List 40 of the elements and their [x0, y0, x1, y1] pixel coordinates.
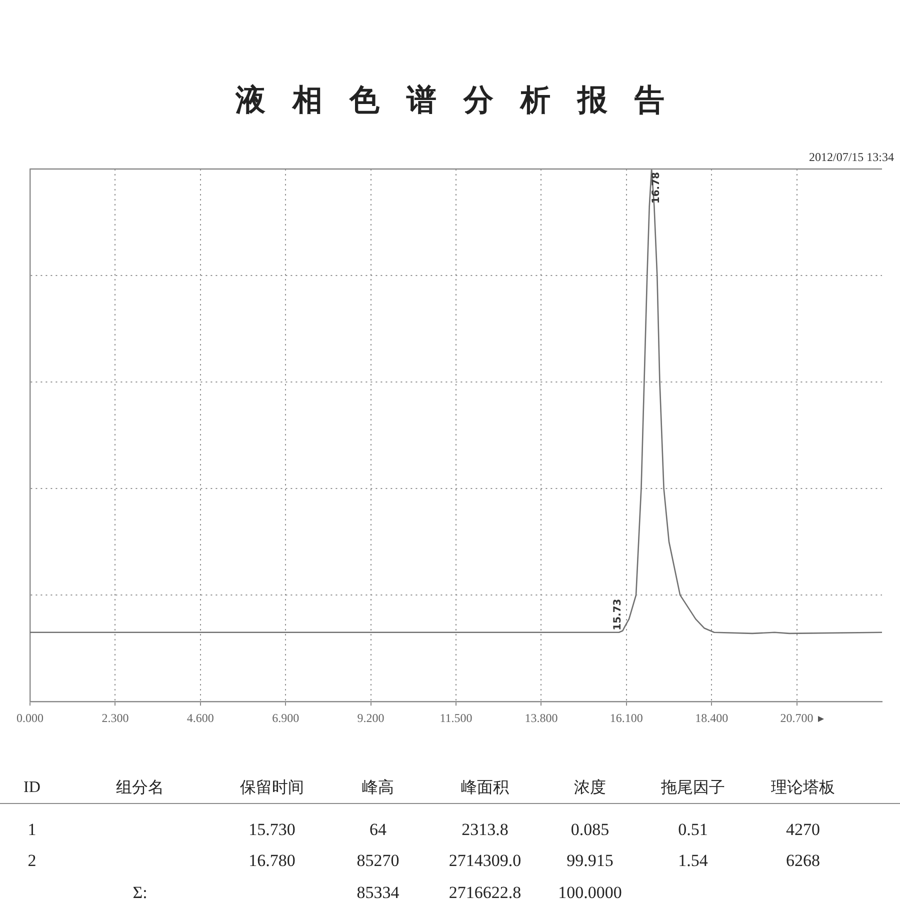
- text: 0.085: [570, 820, 610, 840]
- annotation: 16.78: [651, 172, 662, 204]
- chart-title: 液相色谱分析报告: [236, 83, 692, 119]
- text: 85334: [356, 883, 400, 903]
- x-tick-label: 13.800: [524, 710, 558, 725]
- text: 2714309.0: [448, 851, 522, 871]
- text: 100.0000: [558, 883, 622, 903]
- text: 16.780: [248, 851, 296, 871]
- text: 保留时间: [240, 778, 304, 798]
- x-tick-label: 18.400: [695, 710, 728, 725]
- text: 峰高: [362, 778, 394, 798]
- x-tick-label: 11.500: [440, 710, 472, 725]
- text: 64: [370, 820, 386, 840]
- x-tick-label: 16.100: [610, 710, 643, 725]
- text: ID: [24, 779, 40, 797]
- text: 1.54: [678, 851, 708, 871]
- text: 85270: [356, 851, 400, 871]
- x-tick-label: 6.900: [272, 710, 300, 725]
- text: 99.915: [566, 851, 614, 871]
- text: 2: [28, 851, 36, 871]
- x-tick-label: 4.600: [186, 710, 214, 725]
- text: 2012/07/15 13:34: [808, 150, 894, 165]
- x-tick-label: 0.000: [16, 710, 44, 725]
- text: Σ:: [132, 883, 148, 903]
- text: 组分名: [116, 778, 164, 798]
- text: 理论塔板: [771, 778, 835, 798]
- annotation: 15.73: [612, 598, 624, 630]
- text: 2313.8: [462, 820, 508, 840]
- text: 15.730: [248, 820, 296, 840]
- text: 4270: [786, 820, 820, 840]
- text: 2716622.8: [448, 883, 522, 903]
- x-tick-label: 2.300: [102, 710, 129, 725]
- x-tick-label: 20.700: [780, 710, 814, 725]
- text: 拖尾因子: [661, 778, 725, 798]
- text: 浓度: [574, 778, 606, 798]
- text: 峰面积: [461, 778, 509, 798]
- text: 6268: [786, 851, 820, 871]
- x-tick-label: 9.200: [357, 710, 384, 725]
- text: 1: [28, 820, 36, 840]
- text: 0.51: [678, 820, 708, 840]
